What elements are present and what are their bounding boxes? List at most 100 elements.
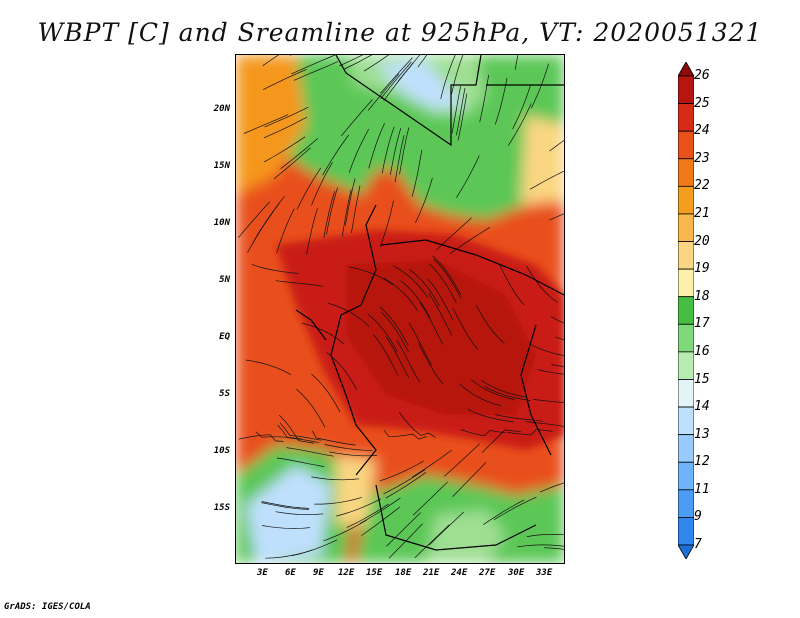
colorbar-swatch — [677, 241, 695, 270]
streamline — [276, 457, 325, 467]
streamline — [383, 430, 427, 440]
streamline — [336, 498, 381, 517]
streamline — [247, 211, 274, 253]
streamline — [368, 122, 385, 169]
streamline — [512, 84, 532, 130]
streamline — [314, 497, 362, 505]
streamline — [348, 128, 370, 173]
streamline — [383, 469, 426, 495]
country-borders — [295, 55, 564, 551]
streamline — [326, 187, 338, 235]
lat-label-15n: 15N — [213, 161, 230, 171]
streamline — [495, 414, 543, 422]
streamline — [264, 136, 306, 163]
streamline — [329, 451, 378, 457]
lon-label-3e: 3E — [257, 568, 268, 578]
colorbar-label: 22 — [694, 178, 710, 194]
streamline — [311, 373, 341, 413]
streamline — [264, 106, 309, 128]
colorbar-swatch — [677, 268, 695, 298]
streamline — [373, 334, 399, 376]
colorbar-label: 18 — [694, 288, 710, 304]
streamline — [324, 444, 373, 451]
streamline — [475, 304, 505, 344]
streamline — [238, 201, 271, 239]
streamline — [311, 162, 333, 206]
streamline — [341, 189, 352, 237]
colorbar-label: 14 — [694, 399, 710, 415]
streamline — [276, 208, 295, 254]
colorbar-swatch — [677, 130, 695, 160]
colorbar-swatch — [677, 379, 695, 408]
streamline — [526, 533, 564, 537]
streamlines — [238, 55, 564, 559]
streamline — [396, 339, 420, 383]
streamline — [414, 524, 450, 559]
streamline — [543, 547, 564, 550]
streamline — [451, 55, 464, 94]
streamline — [459, 383, 502, 407]
streamline — [428, 511, 464, 546]
streamline — [399, 127, 410, 175]
lat-label-10n: 10N — [213, 218, 230, 228]
map-title: WBPT [C] and Sreamline at 925hPa, VT: 20… — [37, 18, 763, 47]
streamline — [408, 322, 433, 366]
lon-label-6e: 6E — [285, 568, 296, 578]
streamline — [379, 200, 394, 247]
streamline — [549, 213, 564, 221]
lat-label-5n: 5N — [219, 275, 230, 285]
streamline — [243, 114, 289, 134]
streamline — [279, 422, 322, 441]
streamline — [526, 266, 558, 303]
streamline — [452, 462, 487, 497]
streamline — [483, 499, 525, 525]
lon-label-15e: 15E — [366, 568, 383, 578]
streamline — [306, 208, 318, 255]
streamline — [525, 421, 564, 427]
map-plot-area — [235, 54, 565, 564]
colorbar-label: 13 — [694, 426, 710, 442]
lon-label-27e: 27E — [479, 568, 496, 578]
colorbar-swatch — [677, 351, 695, 380]
streamline — [261, 502, 309, 510]
streamline — [385, 472, 427, 499]
wbpt-field — [236, 55, 564, 563]
streamline — [392, 265, 429, 298]
streamline — [397, 55, 421, 82]
colorbar-swatch — [677, 158, 695, 187]
streamline — [262, 525, 310, 529]
streamline — [467, 409, 515, 423]
lon-label-24e: 24E — [451, 568, 468, 578]
streamline — [261, 501, 310, 509]
streamline — [293, 61, 339, 81]
streamline — [419, 302, 444, 345]
lon-label-30e: 30E — [508, 568, 525, 578]
streamline — [251, 264, 299, 274]
streamline — [530, 63, 549, 109]
streamline — [312, 430, 356, 446]
streamline — [296, 388, 326, 428]
streamline — [400, 280, 431, 319]
colorbar-label: 26 — [694, 68, 710, 83]
colorbar-swatch — [677, 185, 695, 215]
streamline — [263, 116, 308, 139]
streamline — [280, 138, 319, 169]
colorbar-swatch — [677, 489, 695, 518]
streamline — [550, 315, 564, 324]
colorbar-label: 9 — [694, 509, 702, 525]
streamline — [398, 411, 436, 438]
streamline — [451, 86, 462, 134]
streamline — [390, 128, 402, 175]
streamline — [322, 134, 349, 176]
streamline — [255, 431, 302, 440]
streamline — [480, 380, 526, 398]
streamline — [460, 429, 506, 437]
lat-label-20n: 20N — [213, 104, 230, 114]
colorbar-swatch — [677, 461, 695, 491]
streamline — [412, 449, 453, 478]
streamline — [427, 278, 454, 321]
streamline — [279, 414, 315, 444]
streamline — [346, 503, 389, 528]
streamline — [263, 68, 307, 91]
colorbar-swatch — [677, 517, 695, 546]
